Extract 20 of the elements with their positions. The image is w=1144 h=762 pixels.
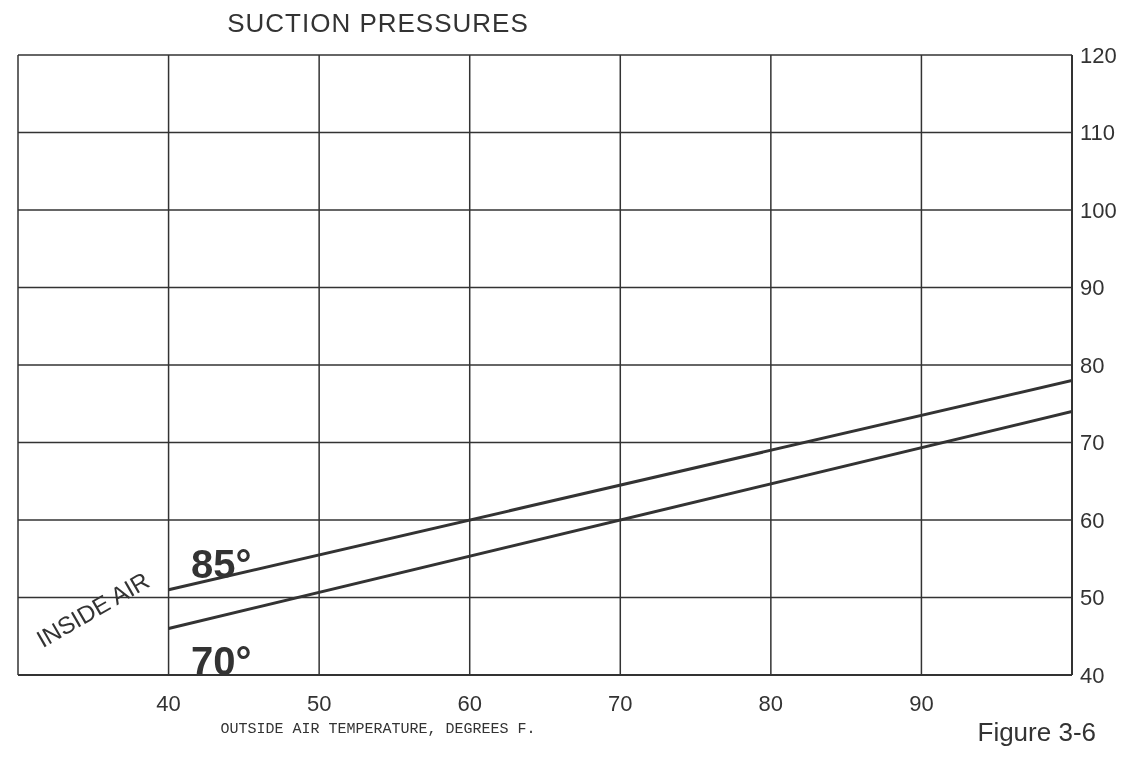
series-label: 85° [191, 541, 252, 586]
x-tick-label: 40 [156, 690, 181, 716]
caption: Figure 3-6 [977, 717, 1096, 748]
x-tick-label: 80 [758, 690, 784, 716]
chart-title: SUCTION PRESSURES [226, 8, 530, 39]
x-tick-label: 60 [457, 690, 482, 716]
x-tick-label: 70 [608, 690, 633, 716]
x-axis-title: OUTSIDE AIR TEMPERATURE, DEGREES F. [219, 721, 537, 738]
series-label: 70° [191, 638, 252, 683]
y-tick-label: 120 [1080, 42, 1117, 68]
y-tick-label: 80 [1080, 352, 1105, 378]
y-tick-label: 40 [1080, 662, 1105, 688]
x-tick-label: 90 [909, 690, 934, 716]
y-tick-label: 100 [1080, 197, 1117, 223]
x-tick-label: 50 [306, 690, 332, 716]
y-tick-label: 90 [1080, 275, 1105, 301]
y-tick-label: 110 [1080, 120, 1116, 146]
y-tick-label: 70 [1080, 430, 1105, 456]
y-tick-label: 60 [1080, 507, 1105, 533]
y-tick-label: 50 [1080, 585, 1105, 611]
